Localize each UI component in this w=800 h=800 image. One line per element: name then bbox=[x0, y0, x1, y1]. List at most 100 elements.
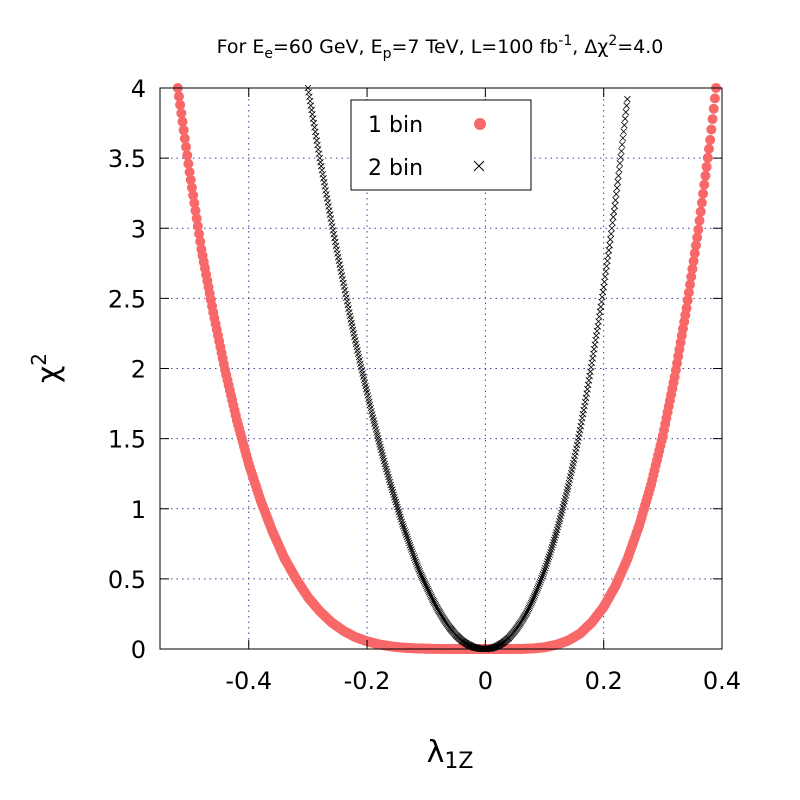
point-1bin bbox=[707, 114, 718, 125]
point-2bin bbox=[523, 609, 531, 616]
point-2bin bbox=[623, 102, 630, 109]
point-2bin bbox=[619, 134, 627, 142]
point-2bin bbox=[321, 183, 329, 190]
point-2bin bbox=[320, 175, 327, 182]
point-2bin bbox=[419, 574, 426, 582]
y-tick-label: 0 bbox=[131, 636, 146, 664]
point-2bin bbox=[620, 128, 627, 135]
point-2bin bbox=[414, 564, 422, 571]
point-2bin bbox=[607, 236, 614, 243]
point-2bin bbox=[327, 215, 335, 222]
point-2bin bbox=[412, 558, 420, 565]
point-2bin bbox=[612, 196, 619, 204]
point-2bin bbox=[548, 544, 556, 551]
point-2bin bbox=[617, 153, 624, 161]
point-2bin bbox=[526, 602, 534, 610]
point-2bin bbox=[332, 242, 340, 250]
point-2bin bbox=[415, 566, 423, 573]
point-2bin bbox=[615, 172, 622, 179]
point-1bin bbox=[688, 256, 699, 267]
point-2bin bbox=[317, 162, 325, 170]
point-2bin bbox=[611, 202, 619, 210]
point-2bin bbox=[408, 546, 415, 553]
point-2bin bbox=[538, 574, 545, 582]
point-2bin bbox=[576, 426, 584, 434]
point-2bin bbox=[399, 520, 406, 528]
point-2bin bbox=[385, 473, 392, 481]
point-1bin bbox=[706, 124, 717, 135]
point-2bin bbox=[417, 569, 424, 577]
point-2bin bbox=[580, 406, 588, 414]
grid bbox=[160, 88, 722, 649]
point-1bin bbox=[683, 287, 694, 298]
point-2bin bbox=[419, 576, 427, 583]
point-2bin bbox=[610, 208, 618, 215]
point-2bin bbox=[610, 213, 617, 221]
point-2bin bbox=[545, 553, 553, 561]
point-2bin bbox=[420, 577, 428, 585]
point-1bin bbox=[699, 179, 710, 190]
point-2bin bbox=[395, 508, 403, 516]
point-1bin bbox=[188, 190, 199, 201]
point-1bin bbox=[179, 133, 190, 144]
chart-title: For Ee=60 GeV, Ep=7 TeV, L=100 fb-1, Δχ2… bbox=[217, 33, 664, 62]
y-tick-label: 2 bbox=[131, 356, 146, 384]
point-2bin bbox=[386, 478, 394, 486]
point-2bin bbox=[425, 588, 433, 596]
point-1bin bbox=[690, 240, 701, 251]
point-1bin bbox=[682, 295, 693, 306]
point-1bin bbox=[703, 143, 714, 154]
y-axis-label: χ2 bbox=[27, 353, 66, 383]
point-1bin bbox=[687, 263, 698, 274]
point-2bin bbox=[578, 418, 585, 426]
point-1bin bbox=[705, 134, 716, 145]
point-1bin bbox=[695, 206, 706, 217]
point-1bin bbox=[192, 221, 203, 232]
point-1bin bbox=[698, 188, 709, 199]
point-2bin bbox=[421, 579, 429, 587]
point-2bin bbox=[383, 468, 391, 476]
point-2bin bbox=[426, 590, 434, 598]
legend-label-2bin: 2 bin bbox=[368, 156, 423, 181]
point-2bin bbox=[543, 560, 551, 567]
point-2bin bbox=[544, 555, 552, 563]
point-1bin bbox=[175, 99, 186, 110]
point-2bin bbox=[326, 207, 333, 214]
point-2bin bbox=[319, 170, 326, 178]
y-tick-label: 1 bbox=[131, 496, 146, 524]
point-2bin bbox=[614, 178, 622, 186]
point-2bin bbox=[525, 604, 533, 612]
axis-ticks: 0 0.5 1 1.5 2 2.5 3 3.5 4 -0.4 -0.2 0 0.2 0.4 bbox=[108, 75, 741, 695]
point-2bin bbox=[579, 410, 587, 418]
point-2bin bbox=[382, 463, 389, 470]
point-2bin bbox=[533, 587, 540, 595]
point-2bin bbox=[413, 560, 420, 567]
point-2bin bbox=[411, 554, 418, 562]
point-2bin bbox=[530, 593, 538, 600]
point-1bin bbox=[177, 116, 188, 127]
point-2bin bbox=[531, 591, 539, 598]
point-2bin bbox=[382, 465, 390, 473]
point-2bin bbox=[403, 533, 411, 541]
point-2bin bbox=[539, 571, 547, 578]
point-2bin bbox=[317, 158, 324, 166]
point-2bin bbox=[424, 585, 431, 593]
point-2bin bbox=[422, 582, 430, 590]
series-2bin bbox=[304, 84, 631, 653]
point-1bin bbox=[189, 198, 200, 209]
point-2bin bbox=[385, 476, 393, 483]
point-2bin bbox=[524, 606, 532, 613]
x-tick-label: 0.2 bbox=[585, 667, 623, 695]
point-2bin bbox=[394, 506, 402, 513]
legend-box bbox=[350, 99, 532, 191]
point-2bin bbox=[331, 234, 338, 242]
point-2bin bbox=[615, 166, 623, 173]
point-1bin bbox=[195, 236, 206, 247]
point-2bin bbox=[612, 190, 620, 198]
point-2bin bbox=[326, 211, 334, 218]
point-2bin bbox=[422, 581, 429, 588]
point-2bin bbox=[398, 518, 406, 526]
point-2bin bbox=[394, 503, 401, 511]
point-2bin bbox=[530, 594, 537, 602]
point-2bin bbox=[418, 573, 426, 580]
